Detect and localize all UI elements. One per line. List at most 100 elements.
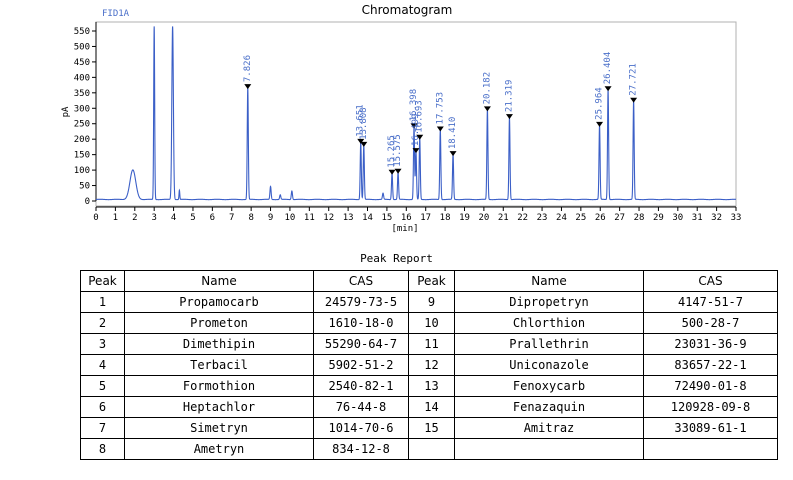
x-tick-label: 10 bbox=[285, 213, 296, 223]
peak-label: 25.964 bbox=[595, 87, 605, 120]
x-tick-label: 1 bbox=[113, 213, 118, 223]
peak-marker bbox=[388, 169, 396, 175]
y-tick-label: 150 bbox=[74, 151, 90, 161]
x-tick-label: 27 bbox=[614, 213, 625, 223]
table-cell: Ametryn bbox=[124, 438, 314, 460]
peak-marker bbox=[360, 141, 368, 147]
x-tick-label: 20 bbox=[478, 213, 489, 223]
peak-label: 18.410 bbox=[448, 117, 458, 150]
x-tick-label: 22 bbox=[517, 213, 528, 223]
peak-marker bbox=[436, 126, 444, 132]
header-name: Name bbox=[454, 270, 644, 292]
peak-marker bbox=[357, 138, 365, 144]
table-row: 1 Propamocarb 24579-73-5 9 Dipropetryn 4… bbox=[80, 291, 778, 313]
x-tick-label: 12 bbox=[323, 213, 334, 223]
table-cell: Chlorthion bbox=[454, 312, 644, 334]
x-tick-label: 28 bbox=[634, 213, 645, 223]
peak-marker bbox=[505, 114, 513, 120]
x-tick-label: 31 bbox=[692, 213, 703, 223]
table-cell: Propamocarb bbox=[124, 291, 314, 313]
table-cell: 14 bbox=[408, 396, 455, 418]
x-tick-label: 29 bbox=[653, 213, 664, 223]
table-cell: Terbacil bbox=[124, 354, 314, 376]
table-cell: Uniconazole bbox=[454, 354, 644, 376]
table-cell: 2 bbox=[80, 312, 125, 334]
table-cell: 5902-51-2 bbox=[313, 354, 409, 376]
peak-label: 13.651 bbox=[356, 104, 366, 137]
peak-marker bbox=[412, 148, 420, 154]
y-tick-label: 300 bbox=[74, 104, 90, 114]
table-cell bbox=[454, 438, 644, 460]
table-cell: 1610-18-0 bbox=[313, 312, 409, 334]
table-cell: 13 bbox=[408, 375, 455, 397]
table-cell: Formothion bbox=[124, 375, 314, 397]
x-tick-label: 2 bbox=[132, 213, 137, 223]
peak-label: 27.721 bbox=[629, 63, 639, 96]
x-tick-label: 25 bbox=[575, 213, 586, 223]
table-cell: 72490-01-8 bbox=[643, 375, 778, 397]
y-tick-label: 550 bbox=[74, 27, 90, 37]
x-tick-label: 9 bbox=[268, 213, 273, 223]
table-cell: Dipropetryn bbox=[454, 291, 644, 313]
y-tick-label: 0 bbox=[85, 197, 90, 207]
table-row: 2 Prometon 1610-18-0 10 Chlorthion 500-2… bbox=[80, 312, 778, 334]
table-cell: 83657-22-1 bbox=[643, 354, 778, 376]
peak-label: 15.575 bbox=[393, 134, 403, 167]
peak-label: 21.319 bbox=[504, 80, 514, 113]
x-tick-label: 32 bbox=[711, 213, 722, 223]
x-tick-label: 26 bbox=[595, 213, 606, 223]
report-title: Peak Report bbox=[360, 252, 433, 265]
peak-marker bbox=[596, 121, 604, 127]
table-cell: 5 bbox=[80, 375, 125, 397]
x-tick-label: 11 bbox=[304, 213, 315, 223]
table-cell: 12 bbox=[408, 354, 455, 376]
peak-marker bbox=[449, 151, 457, 157]
peak-report-table: Peak Name CAS Peak Name CAS 1 Propamocar… bbox=[80, 270, 778, 460]
table-cell bbox=[643, 438, 778, 460]
y-tick-label: 500 bbox=[74, 42, 90, 52]
x-tick-label: 23 bbox=[537, 213, 548, 223]
table-cell: Fenazaquin bbox=[454, 396, 644, 418]
table-cell: 3 bbox=[80, 333, 125, 355]
table-cell: Amitraz bbox=[454, 417, 644, 439]
x-tick-label: 5 bbox=[190, 213, 195, 223]
table-cell: 834-12-8 bbox=[313, 438, 409, 460]
x-tick-label: 8 bbox=[248, 213, 253, 223]
table-cell: 6 bbox=[80, 396, 125, 418]
table-cell: Prallethrin bbox=[454, 333, 644, 355]
peak-label: 16.499 bbox=[411, 114, 421, 147]
peak-label: 7.826 bbox=[243, 55, 253, 82]
table-cell: 500-28-7 bbox=[643, 312, 778, 334]
x-tick-label: 18 bbox=[440, 213, 451, 223]
y-axis-label: pA bbox=[61, 106, 71, 117]
table-row: 7 Simetryn 1014-70-6 15 Amitraz 33089-61… bbox=[80, 417, 778, 439]
x-tick-label: 15 bbox=[381, 213, 392, 223]
table-cell: 1014-70-6 bbox=[313, 417, 409, 439]
table-cell: 76-44-8 bbox=[313, 396, 409, 418]
x-tick-label: 21 bbox=[498, 213, 509, 223]
x-tick-label: 33 bbox=[731, 213, 742, 223]
table-row: 5 Formothion 2540-82-1 13 Fenoxycarb 724… bbox=[80, 375, 778, 397]
peak-marker bbox=[394, 168, 402, 174]
table-cell: 23031-36-9 bbox=[643, 333, 778, 355]
table-cell: 2540-82-1 bbox=[313, 375, 409, 397]
table-cell: 55290-64-7 bbox=[313, 333, 409, 355]
header-cas: CAS bbox=[643, 270, 778, 292]
table-cell: Simetryn bbox=[124, 417, 314, 439]
table-cell: 120928-09-8 bbox=[643, 396, 778, 418]
peak-label: 15.265 bbox=[387, 135, 397, 168]
table-cell: 15 bbox=[408, 417, 455, 439]
x-tick-label: 0 bbox=[93, 213, 98, 223]
header-peak: Peak bbox=[408, 270, 455, 292]
peak-label: 16.693 bbox=[415, 100, 425, 133]
table-cell: 7 bbox=[80, 417, 125, 439]
table-header-row: Peak Name CAS Peak Name CAS bbox=[80, 270, 778, 292]
table-cell: 11 bbox=[408, 333, 455, 355]
y-tick-label: 450 bbox=[74, 58, 90, 68]
y-tick-label: 350 bbox=[74, 89, 90, 99]
peak-marker bbox=[630, 97, 638, 103]
table-cell: 1 bbox=[80, 291, 125, 313]
header-name: Name bbox=[124, 270, 314, 292]
table-row: 8 Ametryn 834-12-8 bbox=[80, 438, 778, 460]
